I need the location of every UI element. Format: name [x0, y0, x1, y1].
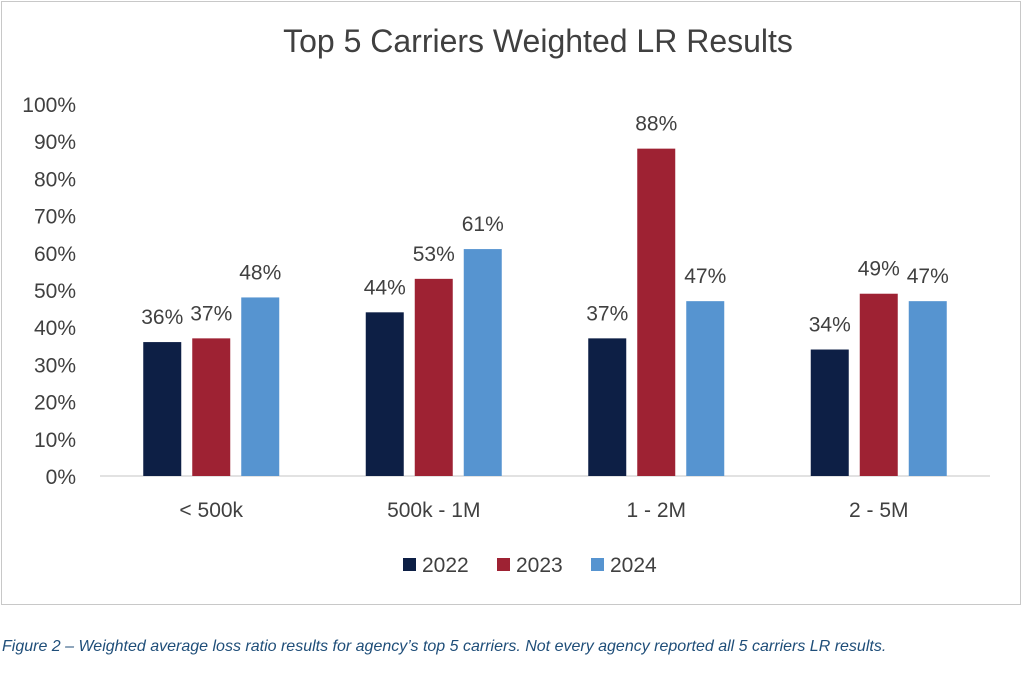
data-label: 37% — [586, 302, 628, 325]
x-tick-label: 2 - 5M — [849, 499, 909, 522]
y-tick-label: 10% — [34, 429, 76, 452]
bar-2022-2 — [588, 338, 627, 476]
y-tick-label: 90% — [34, 131, 76, 154]
legend: 2022 2023 2024 — [403, 554, 657, 577]
data-label: 49% — [858, 258, 900, 281]
y-tick-label: 70% — [34, 206, 76, 229]
bar-2024-3 — [908, 301, 947, 476]
bar-2022-0 — [143, 342, 182, 476]
bar-2024-2 — [686, 301, 725, 476]
bar-2024-0 — [241, 297, 280, 476]
bars — [143, 148, 947, 476]
chart-title: Top 5 Carriers Weighted LR Results — [283, 23, 793, 59]
x-axis: < 500k 500k - 1M 1 - 2M 2 - 5M — [100, 475, 990, 522]
chart-frame — [1, 1, 1021, 605]
legend-swatch-2024 — [591, 558, 604, 571]
bar-2023-2 — [637, 148, 676, 476]
data-label: 48% — [239, 261, 281, 284]
bar-2024-1 — [463, 249, 502, 476]
data-label: 36% — [141, 306, 183, 329]
data-label: 47% — [907, 265, 949, 288]
y-tick-label: 100% — [22, 94, 76, 117]
y-tick-label: 0% — [46, 466, 76, 489]
bar-2023-3 — [859, 293, 898, 476]
bar-2022-1 — [365, 312, 404, 476]
bar-2023-0 — [192, 338, 231, 476]
x-tick-label: 500k - 1M — [387, 499, 480, 522]
legend-swatch-2022 — [403, 558, 416, 571]
data-labels: 36% 44% 37% 34% 37% 53% 88% 49% 48% 61% 47% 47% — [141, 113, 949, 337]
y-tick-label: 30% — [34, 354, 76, 377]
data-label: 37% — [190, 302, 232, 325]
data-label: 53% — [413, 243, 455, 266]
y-axis: 0% 10% 20% 30% 40% 50% 60% 70% 80% 90% 100% — [22, 94, 76, 489]
data-label: 44% — [364, 276, 406, 299]
y-tick-label: 20% — [34, 392, 76, 415]
data-label: 47% — [684, 265, 726, 288]
legend-label: 2022 — [422, 554, 469, 577]
data-label: 61% — [462, 213, 504, 236]
bar-2023-1 — [414, 278, 453, 476]
data-label: 34% — [809, 314, 851, 337]
legend-swatch-2023 — [497, 558, 510, 571]
legend-label: 2024 — [610, 554, 657, 577]
bar-2022-3 — [810, 349, 849, 476]
bar-chart: Top 5 Carriers Weighted LR Results 0% 10%… — [22, 23, 990, 577]
y-tick-label: 60% — [34, 243, 76, 266]
y-tick-label: 40% — [34, 317, 76, 340]
y-tick-label: 50% — [34, 280, 76, 303]
y-tick-label: 80% — [34, 168, 76, 191]
figure-caption: Figure 2 – Weighted average loss ratio r… — [2, 638, 887, 655]
data-label: 88% — [635, 113, 677, 136]
x-tick-label: 1 - 2M — [626, 499, 686, 522]
legend-label: 2023 — [516, 554, 563, 577]
x-tick-label: < 500k — [179, 499, 243, 522]
